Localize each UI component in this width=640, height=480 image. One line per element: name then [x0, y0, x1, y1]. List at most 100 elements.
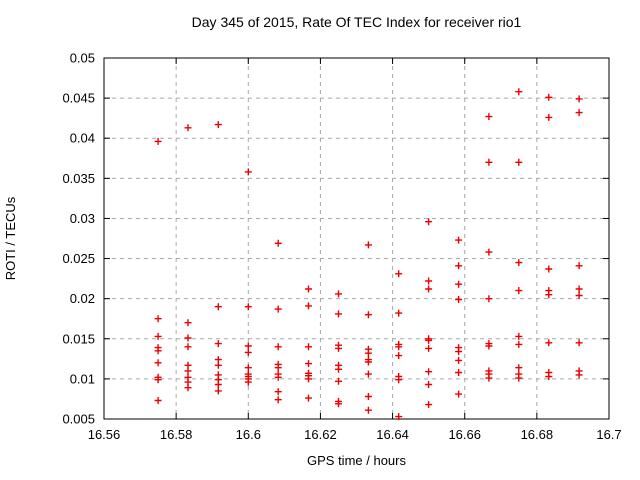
data-point	[184, 367, 192, 375]
data-point	[335, 344, 342, 352]
x-tick-label: 16.56	[88, 427, 121, 442]
data-point	[274, 343, 282, 351]
data-point	[274, 305, 282, 313]
x-tick-label: 16.64	[376, 427, 409, 442]
data-point	[154, 397, 162, 404]
data-point	[485, 113, 493, 121]
data-point	[274, 373, 282, 381]
data-point	[515, 364, 523, 372]
data-point	[575, 262, 583, 270]
data-point	[545, 113, 553, 121]
y-tick-label: 0.005	[62, 412, 95, 427]
data-point	[244, 303, 252, 311]
data-point	[335, 400, 342, 408]
data-point	[395, 352, 403, 360]
y-tick-label: 0.01	[70, 371, 95, 386]
data-point	[455, 280, 463, 288]
data-point	[575, 339, 583, 347]
y-tick-label: 0.045	[62, 91, 95, 106]
data-point	[515, 287, 523, 295]
data-point	[515, 340, 523, 348]
data-point	[274, 396, 282, 404]
y-tick-label: 0.04	[70, 131, 95, 146]
data-point	[274, 388, 282, 396]
data-point	[214, 303, 222, 311]
data-point	[244, 378, 252, 386]
y-tick-label: 0.03	[70, 211, 95, 226]
data-point	[545, 93, 553, 101]
x-axis-label: GPS time / hours	[307, 453, 406, 468]
data-point	[305, 302, 312, 310]
data-point	[184, 343, 192, 351]
data-point	[425, 285, 433, 293]
data-point	[274, 239, 282, 247]
data-point	[395, 376, 403, 384]
data-point	[244, 168, 252, 176]
data-point	[455, 390, 463, 398]
data-point	[425, 218, 433, 226]
y-tick-label: 0.015	[62, 331, 95, 346]
data-point	[575, 95, 583, 103]
y-axis-label: ROTI / TECUs	[3, 196, 18, 280]
data-points	[154, 88, 583, 421]
data-point	[425, 368, 433, 376]
x-tick-label: 16.6	[236, 427, 261, 442]
data-point	[214, 381, 222, 388]
data-point	[395, 270, 403, 278]
data-point	[575, 109, 583, 117]
data-point	[274, 364, 282, 372]
x-tick-label: 16.66	[448, 427, 481, 442]
data-point	[515, 374, 523, 382]
data-point	[485, 374, 493, 382]
data-point	[545, 291, 553, 299]
data-point	[425, 336, 433, 344]
data-point	[515, 158, 523, 166]
data-point	[184, 384, 192, 392]
data-point	[575, 285, 583, 293]
data-point	[214, 387, 222, 395]
y-tick-labels: 0.005 0.01 0.015 0.02 0.025 0.03 0.035 0.04 0.04…	[62, 51, 95, 427]
data-point	[455, 369, 463, 376]
x-tick-label: 16.7	[596, 427, 621, 442]
data-point	[184, 334, 192, 342]
y-tick-label: 0.02	[70, 291, 95, 306]
data-point	[485, 342, 493, 350]
data-point	[154, 376, 162, 384]
data-point	[455, 262, 463, 270]
data-point	[214, 361, 222, 369]
data-point	[545, 265, 553, 273]
data-point	[455, 348, 463, 356]
data-point	[425, 401, 433, 409]
data-point	[425, 344, 433, 352]
data-point	[515, 88, 523, 96]
data-point	[305, 360, 312, 368]
data-point	[545, 339, 553, 347]
data-point	[455, 296, 463, 303]
data-point	[335, 290, 342, 298]
x-tick-label: 16.68	[521, 427, 554, 442]
data-point	[364, 349, 372, 357]
y-tick-label: 0.05	[70, 51, 95, 66]
data-point	[515, 332, 523, 340]
data-point	[545, 373, 553, 380]
data-point	[395, 413, 403, 421]
data-point	[575, 292, 583, 299]
data-point	[244, 364, 252, 372]
y-tick-label: 0.025	[62, 251, 95, 266]
data-point	[244, 342, 252, 350]
data-point	[305, 343, 312, 351]
data-point	[485, 158, 493, 166]
data-point	[575, 371, 583, 379]
x-tick-label: 16.62	[304, 427, 337, 442]
data-point	[364, 241, 372, 249]
data-point	[515, 259, 523, 267]
data-point	[214, 340, 222, 348]
data-point	[214, 121, 222, 129]
data-point	[395, 309, 403, 317]
x-tick-labels: 16.56 16.58 16.6 16.62 16.64 16.66 16.68 16.7	[88, 427, 622, 442]
data-point	[154, 315, 162, 323]
data-point	[244, 348, 252, 356]
data-point	[154, 137, 162, 145]
